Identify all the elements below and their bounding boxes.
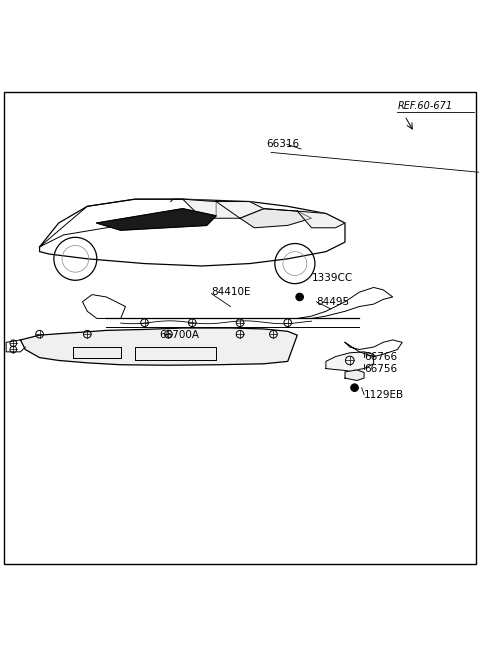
Text: 66756: 66756 [364, 363, 397, 373]
Polygon shape [345, 370, 364, 380]
Text: 66766: 66766 [364, 352, 397, 361]
Text: 66700A: 66700A [159, 330, 199, 340]
Polygon shape [326, 352, 373, 371]
Text: 84495: 84495 [316, 297, 349, 307]
Circle shape [296, 293, 303, 301]
Text: 1129EB: 1129EB [364, 390, 404, 400]
Text: 1339CC: 1339CC [312, 273, 353, 283]
Text: REF.60-671: REF.60-671 [397, 101, 453, 111]
Circle shape [351, 384, 359, 392]
Text: 66316: 66316 [266, 139, 300, 150]
Polygon shape [183, 199, 264, 218]
Polygon shape [240, 209, 312, 228]
Polygon shape [297, 211, 345, 228]
Text: 84410E: 84410E [211, 287, 251, 297]
Polygon shape [97, 209, 216, 230]
Polygon shape [21, 328, 297, 365]
